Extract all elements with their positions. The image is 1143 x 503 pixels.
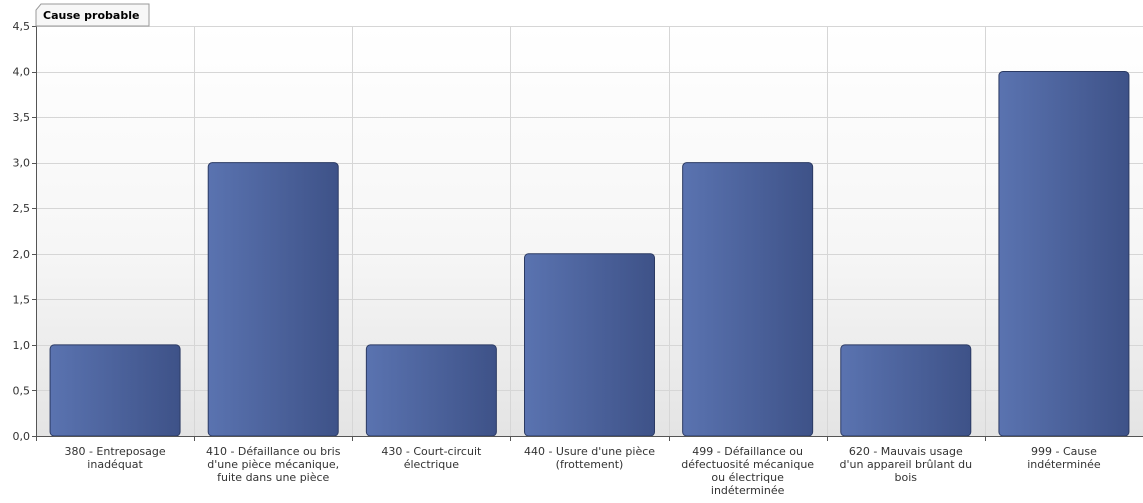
x-tick-label: 499 - Défaillance ou défectuosité mécaniq… (681, 445, 814, 497)
y-tick-label: 2,5 (13, 202, 31, 215)
y-tick-label: 1,5 (13, 293, 31, 306)
x-tick-labels: 380 - Entreposage inadéquat 410 - Défailla… (64, 445, 1100, 497)
bars (49, 71, 1130, 437)
y-tick-label: 1,0 (13, 339, 31, 352)
bar (840, 344, 972, 437)
axes (32, 26, 1143, 441)
chart-title: Cause probable (43, 9, 139, 22)
bar (49, 344, 181, 437)
bar (682, 162, 814, 437)
y-tick-labels: 0,0 0,5 1,0 1,5 2,0 2,5 3,0 3,5 4,0 4,5 (13, 20, 31, 443)
y-tick-label: 4,0 (13, 66, 31, 79)
y-tick-label: 3,0 (13, 157, 31, 170)
x-tick-label: 410 - Défaillance ou bris d'une pièce méc… (206, 445, 341, 484)
y-tick-label: 0,5 (13, 384, 31, 397)
bar (207, 162, 339, 437)
x-tick-label: 430 - Court-circuit électrique (381, 445, 482, 471)
bar (365, 344, 497, 437)
y-tick-label: 2,0 (13, 248, 31, 261)
x-tick-label: 380 - Entreposage inadéquat (64, 445, 165, 471)
y-tick-label: 4,5 (13, 20, 31, 33)
y-tick-label: 0,0 (13, 430, 31, 443)
bar (998, 71, 1130, 437)
x-tick-label: 620 - Mauvais usage d'un appareil brûlant… (840, 445, 973, 484)
title-tab-shape (35, 3, 150, 27)
y-tick-label: 3,5 (13, 111, 31, 124)
x-tick-label: 999 - Cause indéterminée (1027, 445, 1101, 471)
bar (524, 253, 655, 437)
x-tick-label: 440 - Usure d'une pièce (frottement) (524, 445, 655, 471)
chart-title-tab: Cause probable (35, 3, 150, 27)
